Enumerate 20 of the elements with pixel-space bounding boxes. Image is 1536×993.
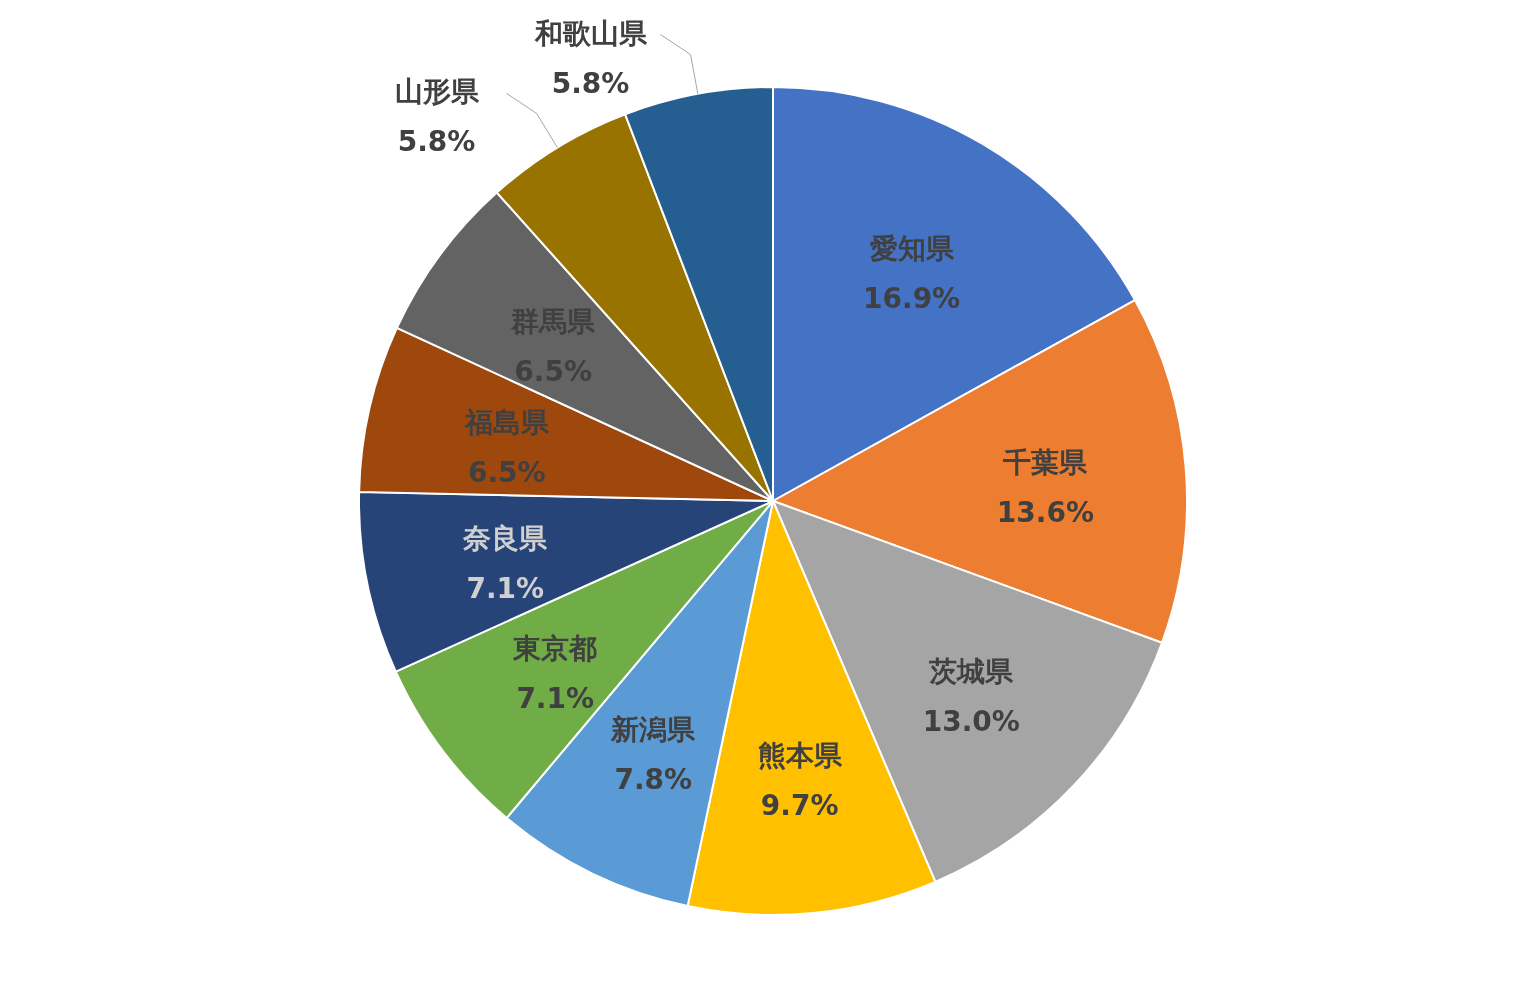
- data-label: 7.1%: [466, 571, 545, 605]
- data-label: 9.7%: [760, 788, 839, 822]
- data-label: 7.8%: [614, 762, 693, 796]
- slice-label: 愛知県: [869, 231, 955, 265]
- slice-label: 茨城県: [928, 654, 1015, 688]
- slice-label: 山形県: [394, 75, 480, 109]
- slice-label: 和歌山県: [533, 16, 648, 50]
- slice-label: 福島県: [462, 405, 550, 439]
- data-label: 7.1%: [516, 682, 595, 716]
- slice-label: 千葉県: [1002, 445, 1089, 479]
- data-label: 16.9%: [863, 281, 961, 315]
- slice-label: 熊本県: [757, 738, 843, 772]
- data-label: 5.8%: [397, 125, 476, 159]
- data-label: 6.5%: [467, 455, 546, 489]
- slice-label: 東京都: [512, 632, 598, 666]
- slice-label: 新潟県: [610, 712, 697, 746]
- data-label: 13.6%: [996, 495, 1094, 529]
- data-label: 13.0%: [922, 704, 1020, 738]
- data-label: 5.8%: [551, 66, 630, 100]
- slice-label: 奈良県: [462, 521, 549, 555]
